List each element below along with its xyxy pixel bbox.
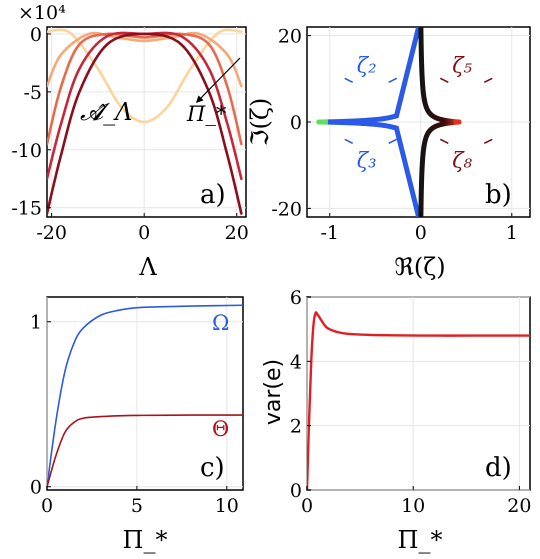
y-tick-label: 4 (290, 351, 302, 373)
panel-c-letter: c) (200, 453, 225, 483)
right-branch-up (418, 27, 462, 125)
panel-d-ticks: 0 10 20 0 2 4 6 (290, 287, 532, 517)
panel-b-curves (316, 27, 462, 217)
panel-b-xlabel: ℜ(ζ) (394, 253, 445, 281)
x-tick-label: -1 (320, 222, 339, 244)
x-tick-label: 20 (507, 495, 531, 517)
panel-a-arrow (195, 57, 241, 104)
panel-d-lines (307, 311, 530, 490)
series-line-0 (307, 311, 530, 490)
x-tick-label: 0 (415, 222, 427, 244)
panel-c-grid (46, 297, 243, 490)
x-tick-label: -20 (36, 222, 67, 244)
panel-c-frame (46, 296, 244, 491)
panel-c-theta-label: Θ (212, 417, 229, 441)
panel-c: 0 5 10 0 1 Ω Θ Π_* c) (30, 296, 244, 554)
flow-arrow-icon (344, 77, 398, 84)
x-tick-label: 1 (506, 222, 518, 244)
y-tick-label: -10 (11, 140, 42, 162)
panel-d-grid (306, 296, 530, 491)
flow-arrow-icon (439, 138, 493, 145)
flow-arrow-icon (439, 77, 493, 84)
panel-d: 0 10 20 0 2 4 6 var(e) Π_* d) (261, 287, 531, 554)
panel-a-pistar-label: Π_* (186, 102, 227, 126)
zeta-label-2: ζ₃ (357, 148, 377, 172)
zeta-label-1: ζ₅ (452, 53, 472, 77)
panel-a-xlabel: Λ (138, 253, 157, 281)
y-tick-label: 0 (30, 24, 42, 46)
y-tick-label: -5 (23, 82, 42, 104)
series-line-4 (47, 32, 243, 215)
y-tick-label: 1 (30, 312, 42, 334)
x-tick-label: 5 (131, 495, 143, 517)
series-line-0 (47, 304, 243, 488)
panel-a-exponent-label: ×10⁴ (18, 2, 66, 24)
panel-a-ticks: -20 0 20 0 -5 -10 -15 (11, 24, 248, 244)
panel-d-ylabel: var(e) (261, 359, 286, 425)
y-tick-label: 0 (30, 477, 42, 499)
y-tick-label: 6 (290, 287, 302, 309)
y-tick-label: 20 (278, 26, 302, 48)
x-tick-label: 20 (225, 222, 249, 244)
panel-c-lines (47, 304, 243, 488)
panel-b-zeta-labels: ζ₂ ζ₅ ζ₃ ζ₈ (344, 53, 493, 172)
x-tick-label: 10 (215, 495, 239, 517)
series-line-2 (47, 32, 243, 146)
y-tick-label: -20 (271, 198, 302, 220)
flow-arrow-icon (344, 138, 398, 145)
series-line-1 (47, 414, 243, 488)
panel-b-letter: b) (485, 180, 512, 210)
panel-b: -1 0 1 20 0 -20 ℜ(ζ) ℑ(ζ) ζ₂ ζ₅ ζ₃ ζ₈ b) (246, 26, 531, 281)
panel-a-letter: a) (200, 180, 226, 210)
y-tick-label: 0 (290, 112, 302, 134)
series-line-1 (47, 31, 243, 88)
panel-b-ylabel: ℑ(ζ) (246, 98, 274, 146)
x-tick-label: 0 (301, 495, 313, 517)
y-tick-label: -15 (11, 198, 42, 220)
x-tick-label: 0 (138, 222, 150, 244)
panel-b-ticks: -1 0 1 20 0 -20 (271, 26, 517, 244)
panel-a-lines (47, 28, 243, 215)
y-tick-label: 0 (290, 480, 302, 502)
panel-d-frame (306, 296, 531, 491)
y-tick-label: 2 (290, 416, 302, 438)
panel-a-operator-label: 𝓐̂_Λ (80, 98, 133, 126)
panel-c-ticks: 0 5 10 0 1 (30, 312, 239, 517)
right-branch-down (418, 119, 462, 217)
x-tick-label: 10 (401, 495, 425, 517)
panel-a: -20 0 20 0 -5 -10 -15 ×10⁴ Λ 𝓐̂_Λ Π_* a) (11, 2, 248, 281)
x-tick-label: 0 (41, 495, 53, 517)
zeta-label-0: ζ₂ (357, 53, 377, 77)
panel-c-xlabel: Π_* (123, 526, 168, 554)
panel-d-letter: d) (485, 453, 512, 483)
zeta-label-3: ζ₈ (452, 148, 472, 172)
panel-c-omega-label: Ω (212, 311, 229, 335)
panel-d-xlabel: Π_* (398, 526, 443, 554)
